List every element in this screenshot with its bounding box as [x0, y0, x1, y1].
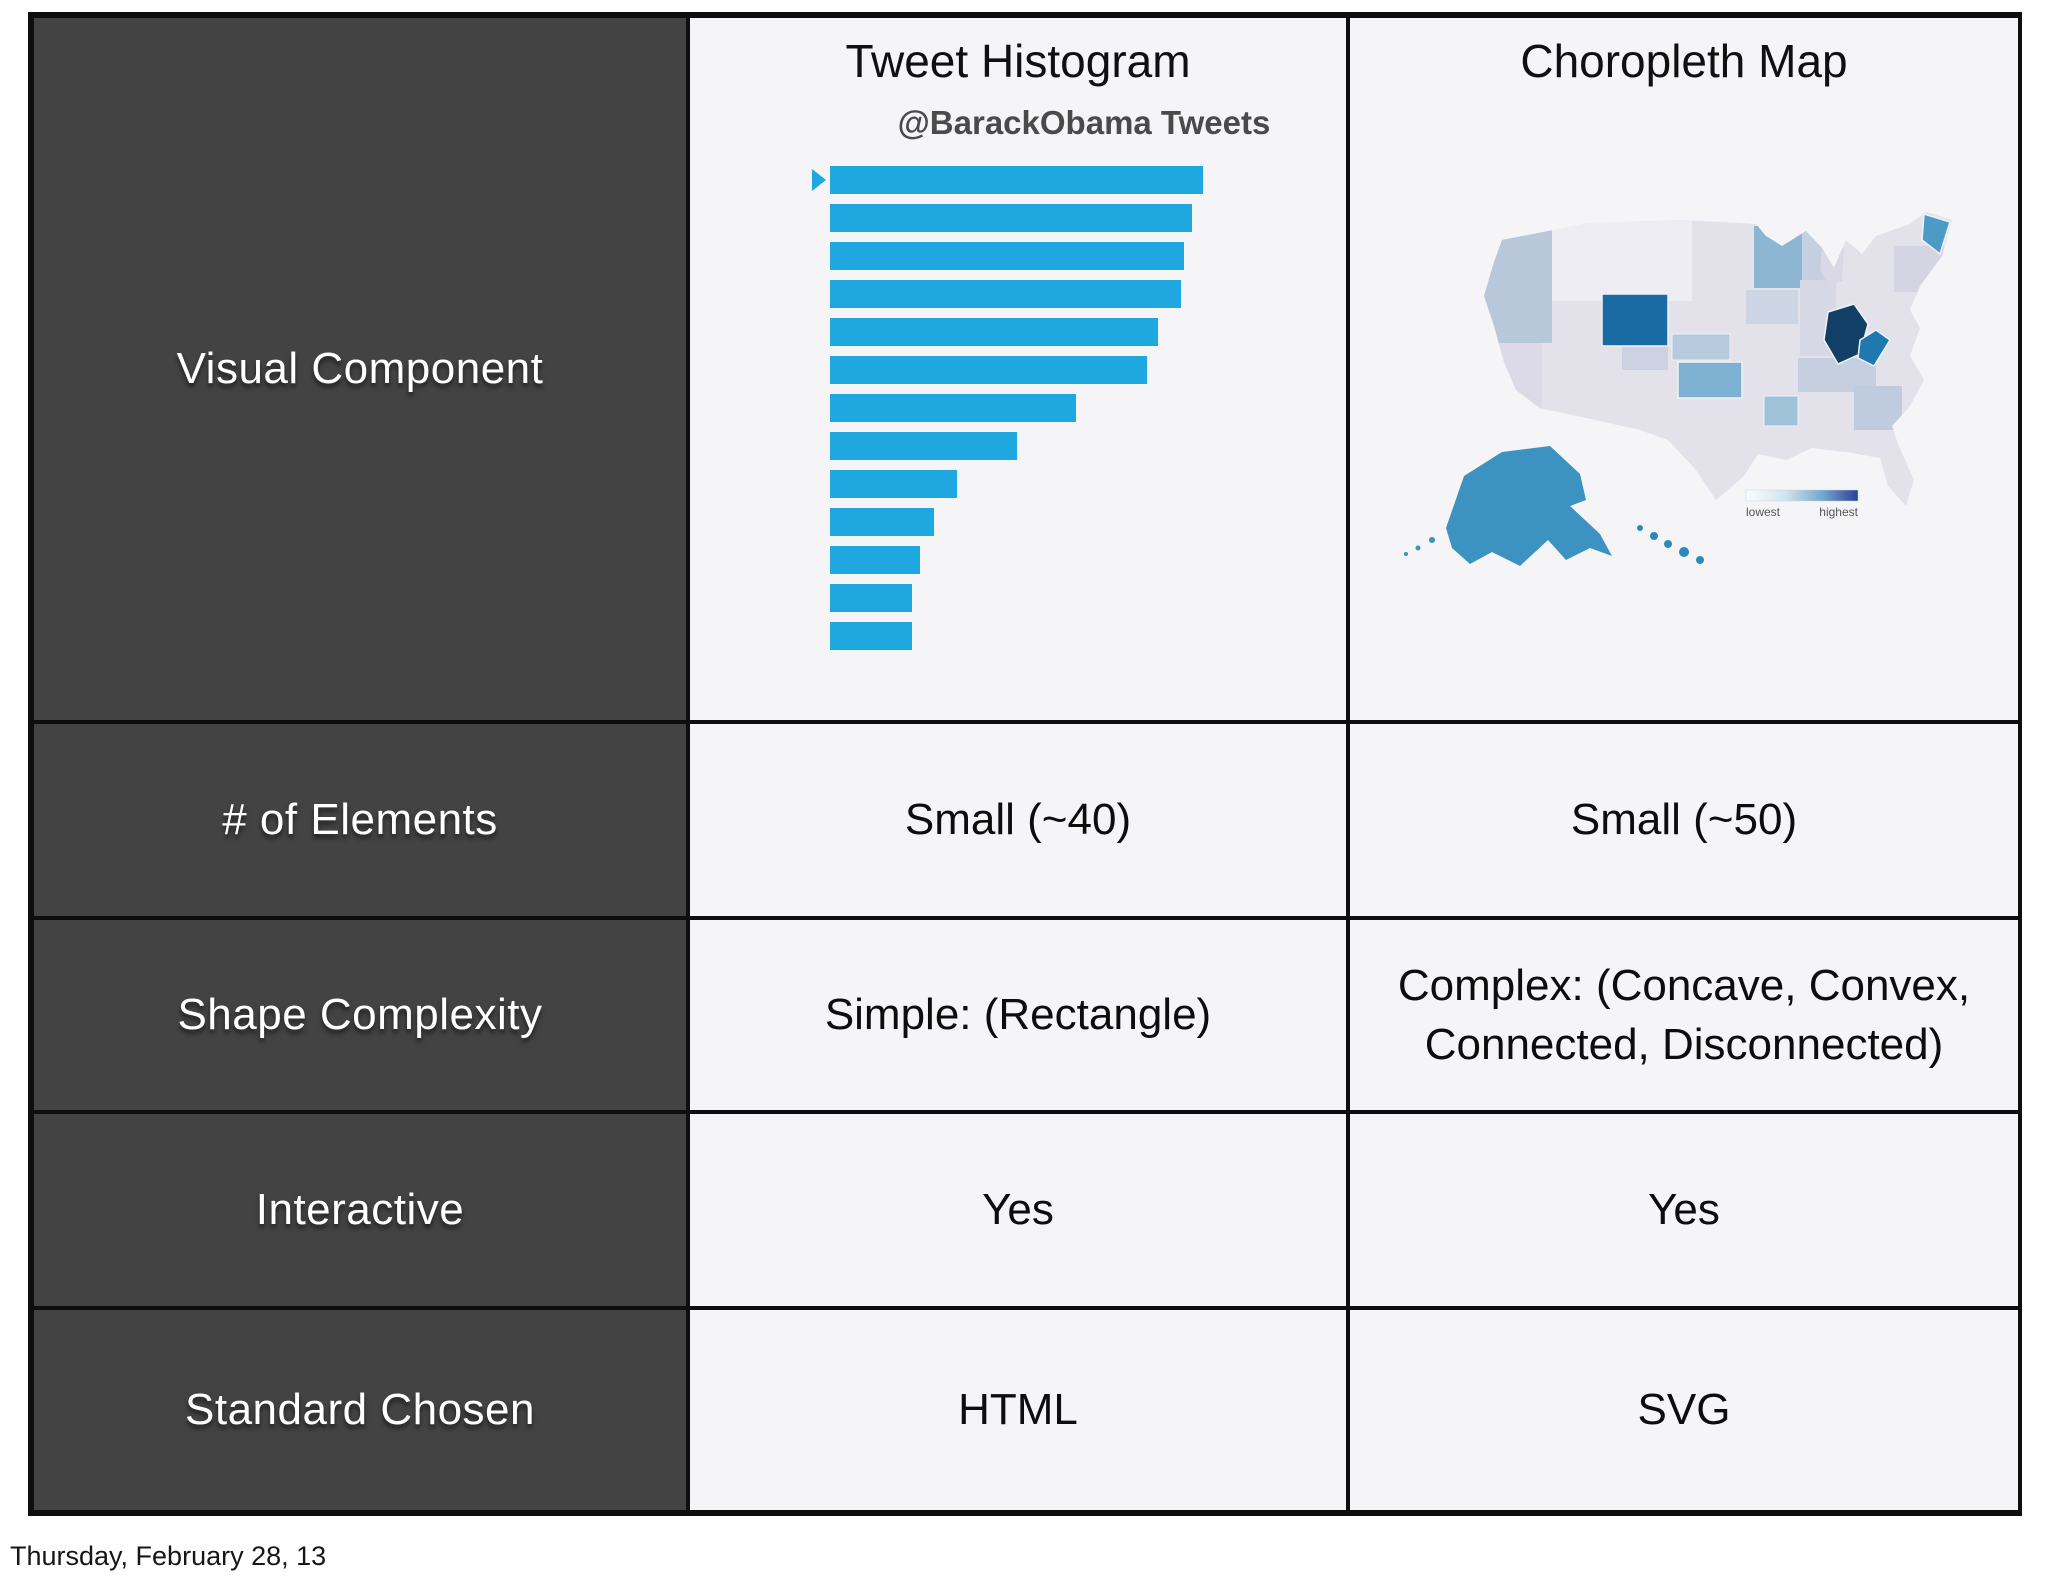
cell-value: Complex: (Concave, Convex, Connected, Di…	[1397, 960, 1971, 1069]
map-standard-cell: SVG	[1350, 1310, 2018, 1510]
histogram-bar	[830, 432, 1017, 460]
map-legend-highest-label: highest	[1819, 505, 1858, 519]
column-header-tweet-histogram: Tweet Histogram	[845, 35, 1191, 87]
histogram-bar	[830, 584, 912, 612]
histogram-title: @BarackObama Tweets	[897, 104, 1271, 141]
histogram-bar-row	[810, 318, 1346, 346]
tweet-histogram-cell: Tweet Histogram @BarackObama Tweets	[690, 18, 1346, 720]
histogram-bar-row	[810, 584, 1346, 612]
histogram-bar-row	[810, 470, 1346, 498]
state-hawaii-island	[1664, 540, 1672, 548]
histogram-bars	[810, 166, 1346, 650]
comparison-table: Visual Component Tweet Histogram @Barack…	[28, 12, 2022, 1516]
histogram-bar	[830, 166, 1203, 194]
histogram-bar	[830, 470, 957, 498]
histogram-bar-row	[810, 546, 1346, 574]
histogram-bar-row	[810, 394, 1346, 422]
histogram-bar-row	[810, 242, 1346, 270]
row-header-standard-chosen: Standard Chosen	[34, 1310, 686, 1510]
histogram-bar	[830, 242, 1184, 270]
row-header-num-elements: # of Elements	[34, 724, 686, 916]
state-wyoming	[1601, 293, 1669, 347]
histogram-shape-complexity-cell: Simple: (Rectangle)	[690, 920, 1346, 1110]
state-hawaii-island	[1696, 556, 1704, 564]
histogram-interactive-cell: Yes	[690, 1114, 1346, 1306]
state-hawaii-island	[1650, 532, 1658, 540]
aleutian-island	[1415, 545, 1421, 551]
cell-value: Simple: (Rectangle)	[824, 990, 1212, 1040]
state-kansas	[1677, 361, 1743, 399]
row-label: Standard Chosen	[185, 1385, 535, 1434]
histogram-num-elements-cell: Small (~40)	[690, 724, 1346, 916]
histogram-bar	[830, 508, 934, 536]
map-legend-lowest-label: lowest	[1746, 505, 1781, 519]
aleutian-island	[1429, 537, 1435, 543]
histogram-bar	[830, 546, 920, 574]
state-hawaii-island	[1679, 547, 1689, 557]
map-interactive-cell: Yes	[1350, 1114, 2018, 1306]
cell-value: Small (~40)	[904, 795, 1132, 845]
histogram-bar-row	[810, 204, 1346, 232]
aleutian-island	[1404, 552, 1408, 556]
histogram-bar	[830, 280, 1181, 308]
histogram-bar	[830, 204, 1192, 232]
histogram-standard-cell: HTML	[690, 1310, 1346, 1510]
state-nebraska	[1671, 333, 1731, 361]
column-header-choropleth-map: Choropleth Map	[1520, 35, 1848, 87]
cell-value: Small (~50)	[1570, 795, 1798, 845]
histogram-bar	[830, 356, 1147, 384]
state-west-virginia	[1857, 329, 1892, 367]
cell-value: HTML	[958, 1385, 1078, 1435]
histogram-bar	[830, 622, 912, 650]
histogram-bar-row	[810, 622, 1346, 650]
row-label: # of Elements	[222, 795, 498, 844]
slide-timestamp: Thursday, February 28, 13	[10, 1541, 327, 1571]
us-map: lowest highest	[1404, 212, 1952, 566]
cell-value: Yes	[1648, 1185, 1720, 1235]
state-arkansas	[1763, 395, 1799, 427]
map-legend-gradient	[1745, 489, 1859, 502]
cell-value: Yes	[982, 1185, 1054, 1235]
histogram-bar-row	[810, 166, 1346, 194]
row-label: Shape Complexity	[177, 990, 543, 1039]
histogram-bar-row	[810, 280, 1346, 308]
map-shape-complexity-cell: Complex: (Concave, Convex, Connected, Di…	[1350, 920, 2018, 1110]
histogram-bar	[830, 318, 1158, 346]
row-header-interactive: Interactive	[34, 1114, 686, 1306]
state-alaska	[1446, 446, 1612, 566]
row-label: Interactive	[255, 1185, 465, 1234]
row-header-shape-complexity: Shape Complexity	[34, 920, 686, 1110]
selection-pointer-icon	[812, 169, 826, 191]
state-maine	[1921, 213, 1951, 256]
histogram-bar	[830, 394, 1076, 422]
histogram-bar-row	[810, 508, 1346, 536]
histogram-bar-row	[810, 356, 1346, 384]
map-num-elements-cell: Small (~50)	[1350, 724, 2018, 916]
row-header-visual-component: Visual Component	[34, 18, 686, 720]
histogram-bar-row	[810, 432, 1346, 460]
row-label: Visual Component	[176, 344, 544, 393]
cell-value: SVG	[1637, 1385, 1731, 1435]
choropleth-map-cell: Choropleth Map	[1350, 18, 2018, 720]
state-hawaii-island	[1637, 525, 1643, 531]
